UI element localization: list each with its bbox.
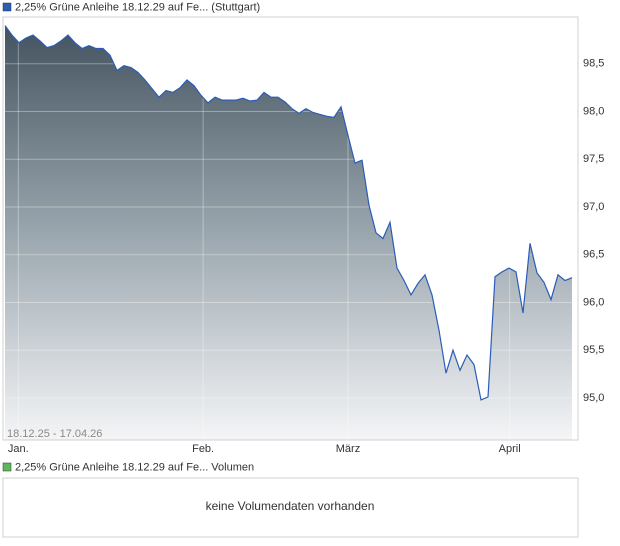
- y-tick-label: 95,5: [583, 344, 604, 356]
- y-tick-label: 98,5: [583, 58, 604, 70]
- legend-swatch: [2, 462, 12, 472]
- y-tick-label: 98,0: [583, 105, 604, 117]
- legend-label: 2,25% Grüne Anleihe 18.12.29 auf Fe... V…: [15, 461, 254, 473]
- area: [5, 25, 572, 440]
- y-tick-label: 96,5: [583, 249, 604, 261]
- line: [4, 25, 573, 401]
- y-tick-label: 97,0: [583, 201, 604, 213]
- legend-label: 2,25% Grüne Anleihe 18.12.29 auf Fe... (…: [15, 1, 260, 13]
- legend-swatch: [2, 2, 12, 12]
- volume-message: keine Volumendaten vorhanden: [206, 499, 375, 513]
- volume-frame: [2, 477, 579, 538]
- x-tick-label: Feb.: [192, 443, 214, 455]
- x-tick-label: April: [499, 443, 521, 455]
- y-tick-label: 95,0: [583, 392, 604, 404]
- y-tick-label: 96,0: [583, 296, 604, 308]
- plot-frame: [2, 16, 579, 441]
- y-tick-label: 97,5: [583, 153, 604, 165]
- x-tick-label: Jan.: [8, 443, 29, 455]
- x-tick-label: März: [336, 443, 360, 455]
- date-range: 18.12.25 - 17.04.26: [7, 428, 102, 440]
